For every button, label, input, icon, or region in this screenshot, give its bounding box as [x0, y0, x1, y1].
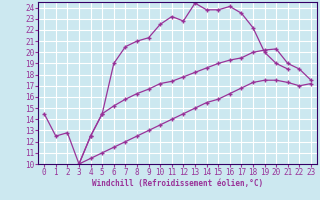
X-axis label: Windchill (Refroidissement éolien,°C): Windchill (Refroidissement éolien,°C) — [92, 179, 263, 188]
